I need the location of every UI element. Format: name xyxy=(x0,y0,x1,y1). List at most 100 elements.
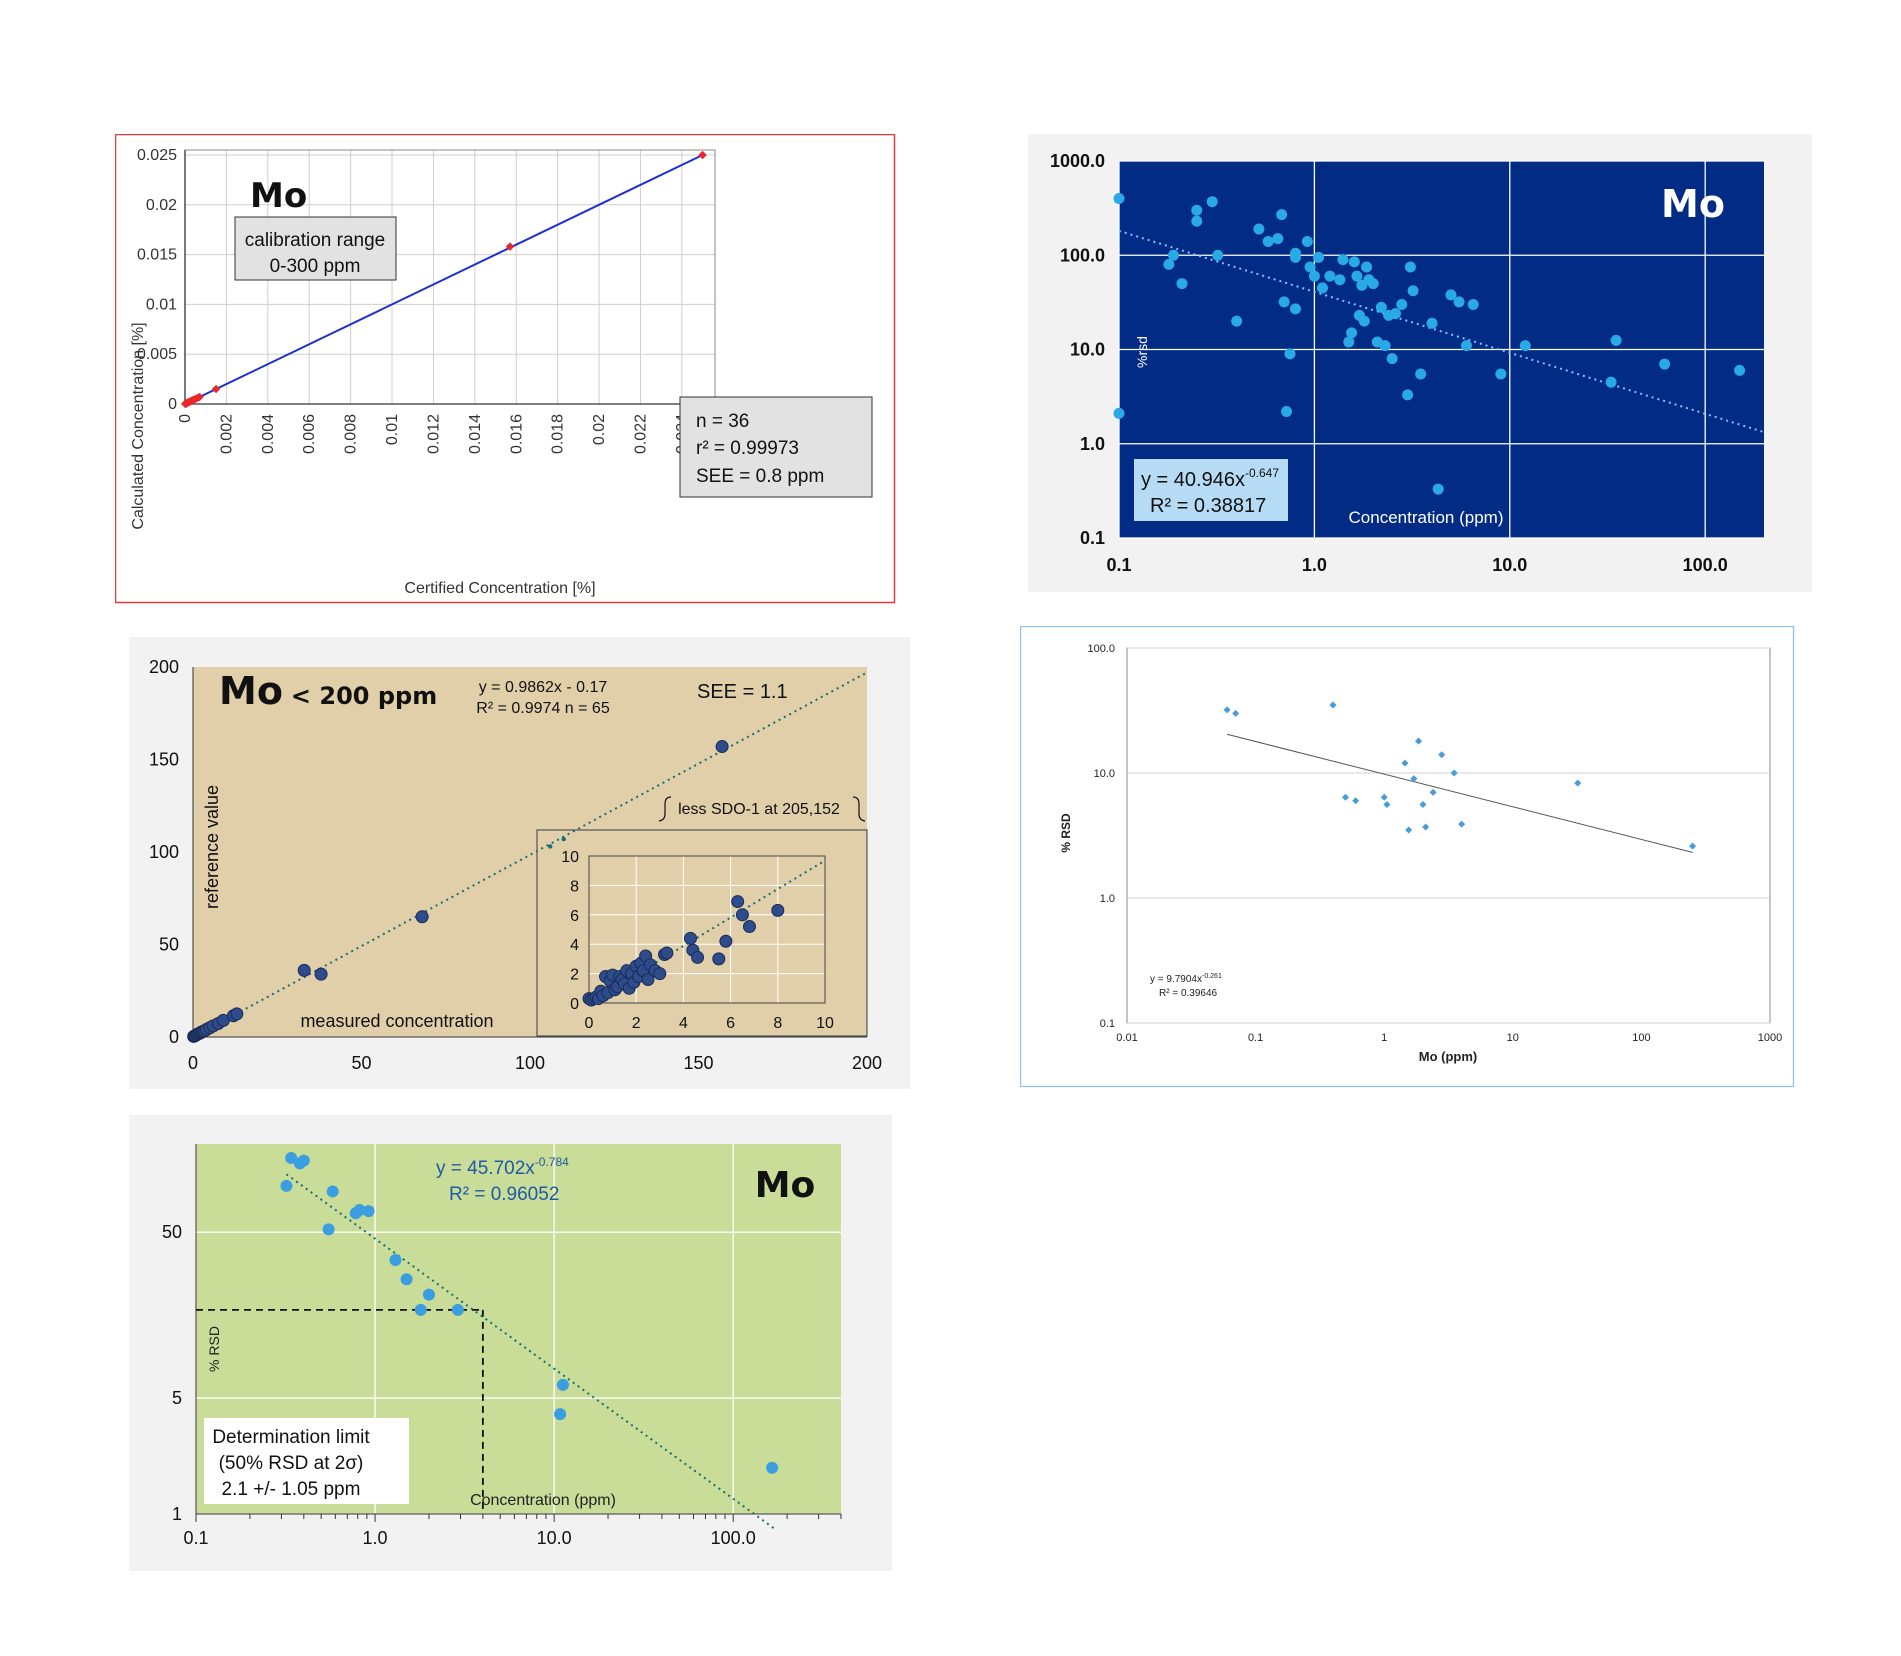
rsd-blue-point xyxy=(1289,251,1301,263)
calibration-x-tick-label: 0.01 xyxy=(384,414,401,445)
reference-svg: 0 50 100 150 200 0 50 100 150 200 0 2 4 6 8 10 0 2 4 6 8 1… xyxy=(129,637,910,1089)
rsd-blue-point xyxy=(1389,308,1401,320)
rsd-light-point xyxy=(1574,779,1582,787)
rsd-blue-x-label: Concentration (ppm) xyxy=(1349,508,1504,527)
rsd-green-point xyxy=(414,1303,427,1316)
rsd-green-x-tick-label: 0.1 xyxy=(183,1528,208,1548)
rsd-blue-point xyxy=(1324,270,1336,282)
rsd-green-limit-lines xyxy=(196,1308,484,1514)
rsd-green-point xyxy=(326,1185,339,1198)
reference-inset-grid xyxy=(588,855,826,1004)
rsd-blue-point xyxy=(1396,299,1408,311)
calibration-y-tick-label: 0.02 xyxy=(146,197,177,214)
reference-x-label: measured concentration xyxy=(300,1011,493,1031)
calibration-svg: 0 0.002 0.004 0.006 0.008 0.01 0.012 0.014 0.016… xyxy=(115,134,896,604)
calibration-axes xyxy=(184,149,716,405)
rsd-blue-point xyxy=(1113,193,1125,205)
reference-inset-y-tick-label: 8 xyxy=(570,878,579,895)
reference-inset-point xyxy=(771,903,785,917)
reference-x-tick-label: 50 xyxy=(351,1053,371,1073)
reference-title: Mo < 200 ppm xyxy=(219,669,437,713)
reference-inset-x-tick-label: 8 xyxy=(773,1015,782,1032)
rsd-blue-point xyxy=(1343,336,1355,348)
rsd-light-x-tick-label: 10 xyxy=(1507,1032,1519,1044)
rsd-blue-point xyxy=(1278,296,1290,308)
rsd-blue-point xyxy=(1659,358,1671,370)
rsd-light-x-ticks: 0.01 0.1 1 10 100 1000 xyxy=(1116,1032,1782,1044)
calibration-range-box xyxy=(234,216,397,281)
rsd-blue-y-tick-label: 1.0 xyxy=(1080,434,1105,454)
reference-inset-point xyxy=(712,952,726,966)
rsd-blue-y-label: %rsd xyxy=(1134,336,1150,368)
rsd-light-point xyxy=(1422,823,1430,831)
rsd-blue-point xyxy=(1163,258,1175,270)
calibration-x-tick-label: 0.004 xyxy=(260,414,277,454)
calibration-points xyxy=(180,150,707,409)
rsd-green-point xyxy=(280,1179,293,1192)
calibration-stats-box xyxy=(679,396,873,498)
rsd-blue-svg: 0.1 1.0 10.0 100.0 0.1 1.0 10.0 100.0 1000.0 Mo… xyxy=(1028,134,1812,592)
rsd-green-limit-line-3: 2.1 +/- 1.05 ppm xyxy=(222,1479,361,1500)
rsd-light-x-tick-label: 100 xyxy=(1632,1032,1650,1044)
rsd-green-point xyxy=(353,1204,366,1217)
reference-r2: R² = 0.9974 n = 65 xyxy=(476,700,610,717)
rsd-blue-x-ticks: 0.1 1.0 10.0 100.0 xyxy=(1106,555,1727,575)
rsd-light-trendline xyxy=(1226,733,1693,853)
rsd-light-plot-area xyxy=(1126,647,1771,1024)
reference-y-tick-label: 200 xyxy=(149,657,179,677)
rsd-blue-grid xyxy=(1118,160,1764,539)
rsd-green-limit-box xyxy=(204,1418,409,1504)
rsd-blue-point xyxy=(1453,296,1465,308)
rsd-green-x-tick-label: 10.0 xyxy=(537,1528,572,1548)
rsd-green-point xyxy=(451,1303,464,1316)
rsd-light-point xyxy=(1415,737,1423,745)
reference-y-ticks: 0 50 100 150 200 xyxy=(149,657,179,1047)
rsd-blue-point xyxy=(1519,340,1531,352)
rsd-blue-chart: 0.1 1.0 10.0 100.0 0.1 1.0 10.0 100.0 1000.0 Mo… xyxy=(1028,134,1812,592)
rsd-light-equation: y = 9.7904x-0.261 xyxy=(1150,973,1222,985)
reference-point xyxy=(314,967,328,981)
rsd-green-y-label: % RSD xyxy=(206,1326,222,1372)
rsd-blue-point xyxy=(1316,282,1328,294)
rsd-blue-point xyxy=(1402,389,1414,401)
rsd-blue-point xyxy=(1304,261,1316,273)
rsd-light-trendline-path xyxy=(1226,733,1693,853)
reference-point xyxy=(415,910,429,924)
rsd-blue-point xyxy=(1191,204,1203,216)
reference-inset-point xyxy=(719,934,733,948)
rsd-green-point xyxy=(297,1154,310,1167)
rsd-blue-point xyxy=(1407,285,1419,297)
rsd-green-point xyxy=(554,1408,567,1421)
rsd-blue-x-tick-label: 1.0 xyxy=(1302,555,1327,575)
rsd-blue-point xyxy=(1375,301,1387,313)
rsd-green-limit-line-2: (50% RSD at 2σ) xyxy=(219,1453,364,1474)
rsd-green-r2: R² = 0.96052 xyxy=(449,1184,559,1205)
rsd-green-point xyxy=(556,1378,569,1391)
rsd-green-y-tick-label: 1 xyxy=(172,1504,182,1524)
reference-y-tick-label: 0 xyxy=(169,1027,179,1047)
rsd-blue-point xyxy=(1386,353,1398,365)
rsd-light-y-tick-label: 0.1 xyxy=(1100,1018,1115,1030)
reference-inset xyxy=(536,829,868,1037)
calibration-title: Mo xyxy=(250,176,307,216)
reference-inset-plot-border xyxy=(588,855,826,1004)
rsd-blue-point xyxy=(1348,256,1360,268)
rsd-blue-y-tick-label: 100.0 xyxy=(1060,245,1105,265)
reference-axes xyxy=(192,667,867,1038)
reference-inset-trendline-path xyxy=(588,859,826,1004)
rsd-green-axes xyxy=(195,1144,842,1522)
rsd-light-y-tick-label: 100.0 xyxy=(1087,643,1115,655)
reference-inset-point xyxy=(660,946,674,960)
reference-inset-y-tick-label: 10 xyxy=(561,849,579,866)
rsd-blue-point xyxy=(1351,270,1363,282)
reference-inset-y-tick-label: 6 xyxy=(570,908,579,925)
rsd-blue-y-tick-label: 0.1 xyxy=(1080,528,1105,548)
reference-inset-point xyxy=(735,908,749,922)
reference-inset-point xyxy=(742,920,756,934)
calibration-x-tick-label: 0 xyxy=(177,414,194,423)
calibration-x-tick-label: 0.002 xyxy=(218,414,235,454)
reference-inset-point xyxy=(641,972,655,986)
reference-inset-x-tick-label: 10 xyxy=(816,1015,834,1032)
